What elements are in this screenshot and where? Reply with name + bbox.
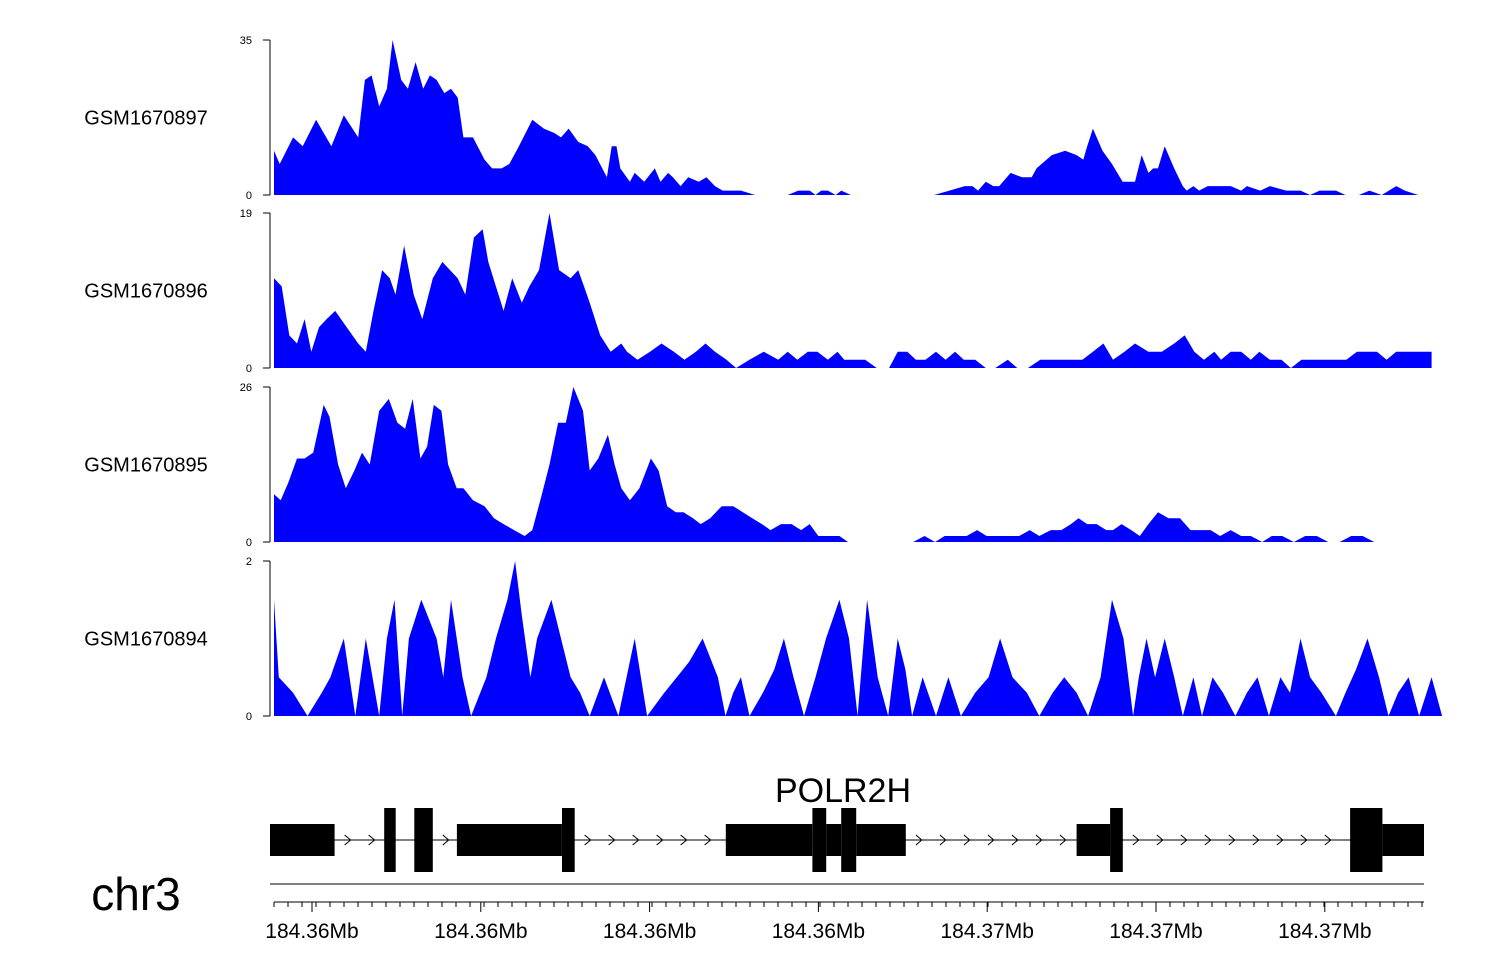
x-tick-label: 184.36Mb [265, 920, 358, 943]
y-tick-label: 0 [246, 537, 252, 549]
chromosome-label: chr3 [91, 868, 180, 920]
y-tick-label: 19 [240, 208, 252, 220]
y-tick-label: 26 [240, 382, 252, 394]
y-tick-label: 35 [240, 35, 252, 47]
exon-cds [812, 808, 827, 872]
y-tick-label: 0 [246, 363, 252, 375]
exon-utr [725, 824, 813, 856]
strand-arrow [939, 834, 947, 846]
strand-arrow [680, 834, 688, 846]
strand-arrow [915, 834, 923, 846]
exon-utr [1382, 824, 1424, 856]
coverage-area-GSM1670896 [274, 213, 1432, 368]
coverage-area-GSM1670894 [274, 561, 1443, 716]
track-GSM1670895: GSM1670895 0 26 [84, 382, 1403, 549]
gene-model [270, 808, 1424, 885]
track-GSM1670896: GSM1670896 0 19 [84, 208, 1432, 375]
track-label: GSM1670894 [84, 629, 207, 651]
strand-arrow [1276, 834, 1284, 846]
strand-arrow [1252, 834, 1260, 846]
genomic-axis: chr3 184.36Mb 184.36Mb 184.36Mb 184.36Mb 184… [91, 868, 1424, 943]
track-GSM1670894: GSM1670894 0 2 [84, 556, 1443, 723]
track-label: GSM1670895 [84, 455, 207, 477]
exon-cds [1350, 808, 1383, 872]
exon-cds [841, 808, 857, 872]
strand-arrow [344, 834, 352, 846]
track-label: GSM1670897 [84, 108, 207, 130]
exon-utr [826, 824, 842, 856]
strand-arrow [1035, 834, 1043, 846]
strand-arrow [704, 834, 712, 846]
strand-arrow [1132, 834, 1140, 846]
coverage-area-GSM1670895 [274, 387, 1403, 542]
y-tick-label: 0 [246, 190, 252, 202]
strand-arrow [608, 834, 616, 846]
strand-arrow [1011, 834, 1019, 846]
exon-cds [414, 808, 433, 872]
x-tick-label: 184.37Mb [1109, 920, 1202, 943]
track-label: GSM1670896 [84, 281, 207, 303]
gene-name-label: POLR2H [775, 772, 911, 810]
strand-arrow [1204, 834, 1212, 846]
coverage-area-GSM1670897 [274, 40, 1432, 195]
strand-arrow [1156, 834, 1164, 846]
x-tick-label: 184.36Mb [772, 920, 865, 943]
exon-cds [562, 808, 575, 872]
x-tick-label: 184.37Mb [940, 920, 1033, 943]
strand-arrow [442, 834, 450, 846]
strand-arrow [1180, 834, 1188, 846]
strand-arrow [963, 834, 971, 846]
exon-utr [270, 824, 335, 856]
strand-arrow [987, 834, 995, 846]
x-tick-label: 184.36Mb [434, 920, 527, 943]
coverage-tracks: GSM1670897035GSM1670896019GSM1670895026G… [84, 35, 1443, 723]
x-tick-label: 184.37Mb [1278, 920, 1371, 943]
y-tick-label: 0 [246, 711, 252, 723]
exon-cds [384, 808, 396, 872]
strand-arrow [584, 834, 592, 846]
exon-utr [456, 824, 562, 856]
y-tick-label: 2 [246, 556, 252, 568]
exon-utr [856, 824, 906, 856]
strand-arrow [656, 834, 664, 846]
strand-arrow [1059, 834, 1067, 846]
track-GSM1670897: GSM1670897 0 35 [84, 35, 1432, 202]
strand-arrow [368, 834, 376, 846]
exon-utr [1076, 824, 1111, 856]
strand-arrow [1300, 834, 1308, 846]
strand-arrow [1228, 834, 1236, 846]
gene-model-track: POLR2H [270, 772, 1424, 885]
strand-arrow [632, 834, 640, 846]
strand-arrow [1324, 834, 1332, 846]
exon-cds [1110, 808, 1123, 872]
x-tick-label: 184.36Mb [603, 920, 696, 943]
